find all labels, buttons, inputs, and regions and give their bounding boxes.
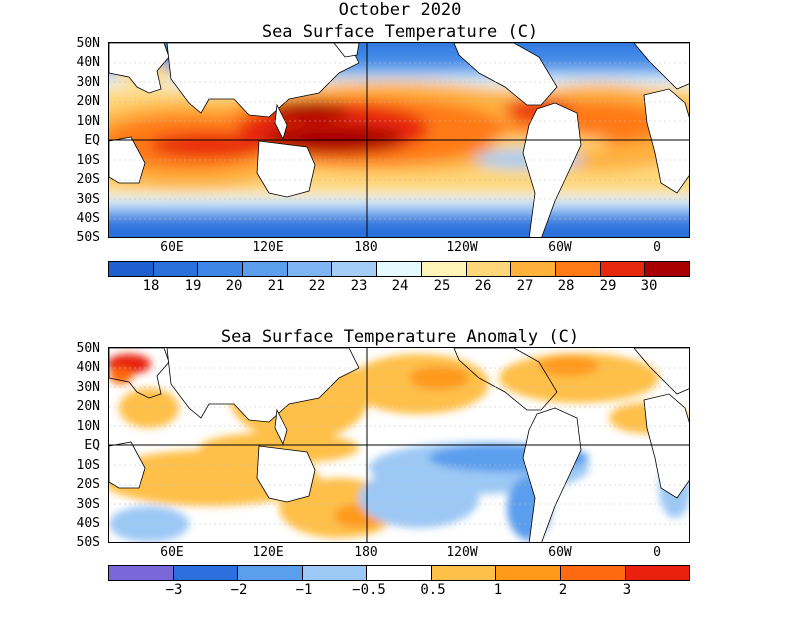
lon-label: 0 (653, 240, 661, 255)
colorbar-label: 24 (391, 278, 409, 294)
lon-label: 60W (548, 545, 572, 560)
lat-label: 50S (76, 535, 100, 550)
lat-label: 20N (76, 399, 100, 414)
colorbar-swatch (600, 262, 646, 276)
colorbar-label: −2 (230, 582, 248, 598)
colorbar-label: 20 (225, 278, 243, 294)
lon-label: 180 (354, 545, 378, 560)
colorbar-label: 28 (557, 278, 575, 294)
lat-label: 40N (76, 55, 100, 70)
lat-label: 10N (76, 419, 100, 434)
lat-label: 10S (76, 153, 100, 168)
lat-label: 30S (76, 497, 100, 512)
lon-label: 120E (252, 545, 284, 560)
colorbar-label: −3 (165, 582, 183, 598)
lon-label: 60W (548, 240, 572, 255)
colorbar-label: 26 (474, 278, 492, 294)
colorbar-swatch (555, 262, 601, 276)
lat-label: 40S (76, 211, 100, 226)
lon-label: 60E (160, 240, 184, 255)
colorbar-label: −1 (295, 582, 313, 598)
lat-label: 30N (76, 380, 100, 395)
sst-anomaly-map (108, 347, 690, 543)
lat-label: 40N (76, 360, 100, 375)
lon-label: 0 (653, 545, 661, 560)
colorbar-swatch (243, 262, 288, 276)
colorbar-swatch (287, 262, 333, 276)
colorbar-label: −0.5 (352, 582, 386, 598)
lat-label: 20N (76, 94, 100, 109)
colorbar-swatch (625, 566, 690, 580)
colorbar-label: 21 (267, 278, 285, 294)
lat-label: 10S (76, 458, 100, 473)
lat-label: EQ (84, 133, 100, 148)
colorbar-swatch (198, 262, 244, 276)
colorbar-label: 29 (599, 278, 617, 294)
colorbar-label: 30 (640, 278, 658, 294)
lon-label: 120W (446, 545, 478, 560)
colorbar-swatch (109, 566, 174, 580)
colorbar-label: 2 (558, 582, 568, 598)
colorbar-swatch (645, 262, 689, 276)
sst-map (108, 42, 690, 238)
colorbar-label: 3 (622, 582, 632, 598)
colorbar-swatch (560, 566, 626, 580)
lon-label: 180 (354, 240, 378, 255)
lat-label: 30S (76, 192, 100, 207)
top-panel-title: Sea Surface Temperature (C) (261, 22, 539, 42)
colorbar-swatch (377, 262, 422, 276)
colorbar-label: 22 (308, 278, 326, 294)
lon-label: 120W (446, 240, 478, 255)
colorbar-swatch (367, 566, 432, 580)
page-title: October 2020 (338, 0, 462, 20)
colorbar-swatch (332, 262, 378, 276)
bottom-panel-title: Sea Surface Temperature Anomaly (C) (220, 327, 580, 347)
colorbar-swatch (496, 566, 561, 580)
colorbar-swatch (431, 566, 497, 580)
lat-label: 20S (76, 477, 100, 492)
colorbar-swatch (238, 566, 303, 580)
lat-label: 10N (76, 114, 100, 129)
lon-label: 60E (160, 545, 184, 560)
colorbar-swatch (153, 262, 199, 276)
lat-label: 50N (76, 36, 100, 51)
lat-label: 40S (76, 516, 100, 531)
sst-colorbar (108, 261, 690, 277)
colorbar-label: 0.5 (420, 582, 446, 598)
lat-label: 50S (76, 230, 100, 245)
colorbar-swatch (109, 262, 154, 276)
colorbar-label: 1 (493, 582, 503, 598)
anomaly-colorbar (108, 565, 690, 581)
colorbar-swatch (511, 262, 556, 276)
colorbar-swatch (302, 566, 368, 580)
colorbar-swatch (421, 262, 467, 276)
colorbar-swatch (466, 262, 512, 276)
lon-label: 120E (252, 240, 284, 255)
lat-label: 20S (76, 172, 100, 187)
colorbar-label: 25 (433, 278, 451, 294)
colorbar-label: 19 (184, 278, 202, 294)
colorbar-label: 23 (350, 278, 368, 294)
lat-label: 50N (76, 341, 100, 356)
colorbar-label: 27 (516, 278, 534, 294)
lat-label: 30N (76, 75, 100, 90)
lat-label: EQ (84, 438, 100, 453)
colorbar-swatch (173, 566, 239, 580)
colorbar-label: 18 (142, 278, 160, 294)
